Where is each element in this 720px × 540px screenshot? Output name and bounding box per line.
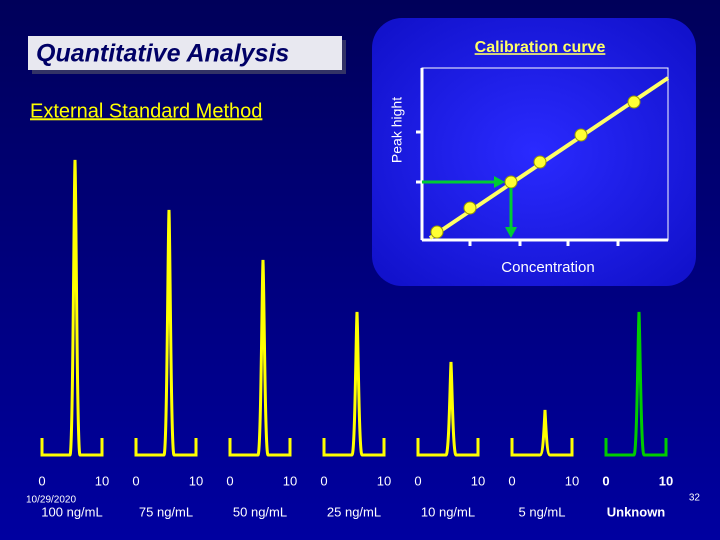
title-box [28,36,342,70]
time-tick-label: 0 [320,473,327,488]
x-axis-label: Concentration [501,259,594,276]
chromatogram-trace [416,361,480,457]
chromatogram-trace [322,311,386,457]
calibration-points [430,95,641,239]
chromatogram-label: 5 ng/mL [519,504,566,519]
page-number: 32 [689,493,701,504]
calibration-panel [372,18,696,286]
time-tick-label: 0 [414,473,421,488]
chromatogram-trace [134,209,198,457]
time-tick-label: 0 [38,473,45,488]
chromatogram-label: 25 ng/mL [327,504,381,519]
chromatogram-label: 10 ng/mL [421,504,475,519]
date: 10/29/2020 [26,495,76,506]
y-axis-label: Peak hight [389,97,405,163]
time-tick-label: 10 [95,473,109,488]
chromatogram-trace [604,311,668,457]
chromatogram-trace [40,159,104,457]
read-arrows [422,176,517,238]
time-tick-label: 10 [377,473,391,488]
axis-ticks [416,130,620,246]
time-tick-label: 10 [189,473,203,488]
chromatogram-label: 75 ng/mL [139,504,193,519]
chromatogram-trace [510,409,574,457]
time-tick-label: 0 [508,473,515,488]
time-tick-label: 10 [659,473,673,488]
chromatogram-trace [228,259,292,457]
time-tick-label: 0 [226,473,233,488]
time-tick-label: 0 [602,473,609,488]
time-tick-label: 10 [565,473,579,488]
calibration-title: Calibration curve [475,39,606,56]
subtitle: External Standard Method [30,100,262,122]
title: Quantitative Analysis [36,40,289,68]
chromatogram-label: 50 ng/mL [233,504,287,519]
time-tick-label: 10 [283,473,297,488]
time-tick-label: 10 [471,473,485,488]
time-tick-label: 0 [132,473,139,488]
chromatogram-label: 100 ng/mL [41,504,102,519]
chromatogram-label: Unknown [607,504,666,519]
